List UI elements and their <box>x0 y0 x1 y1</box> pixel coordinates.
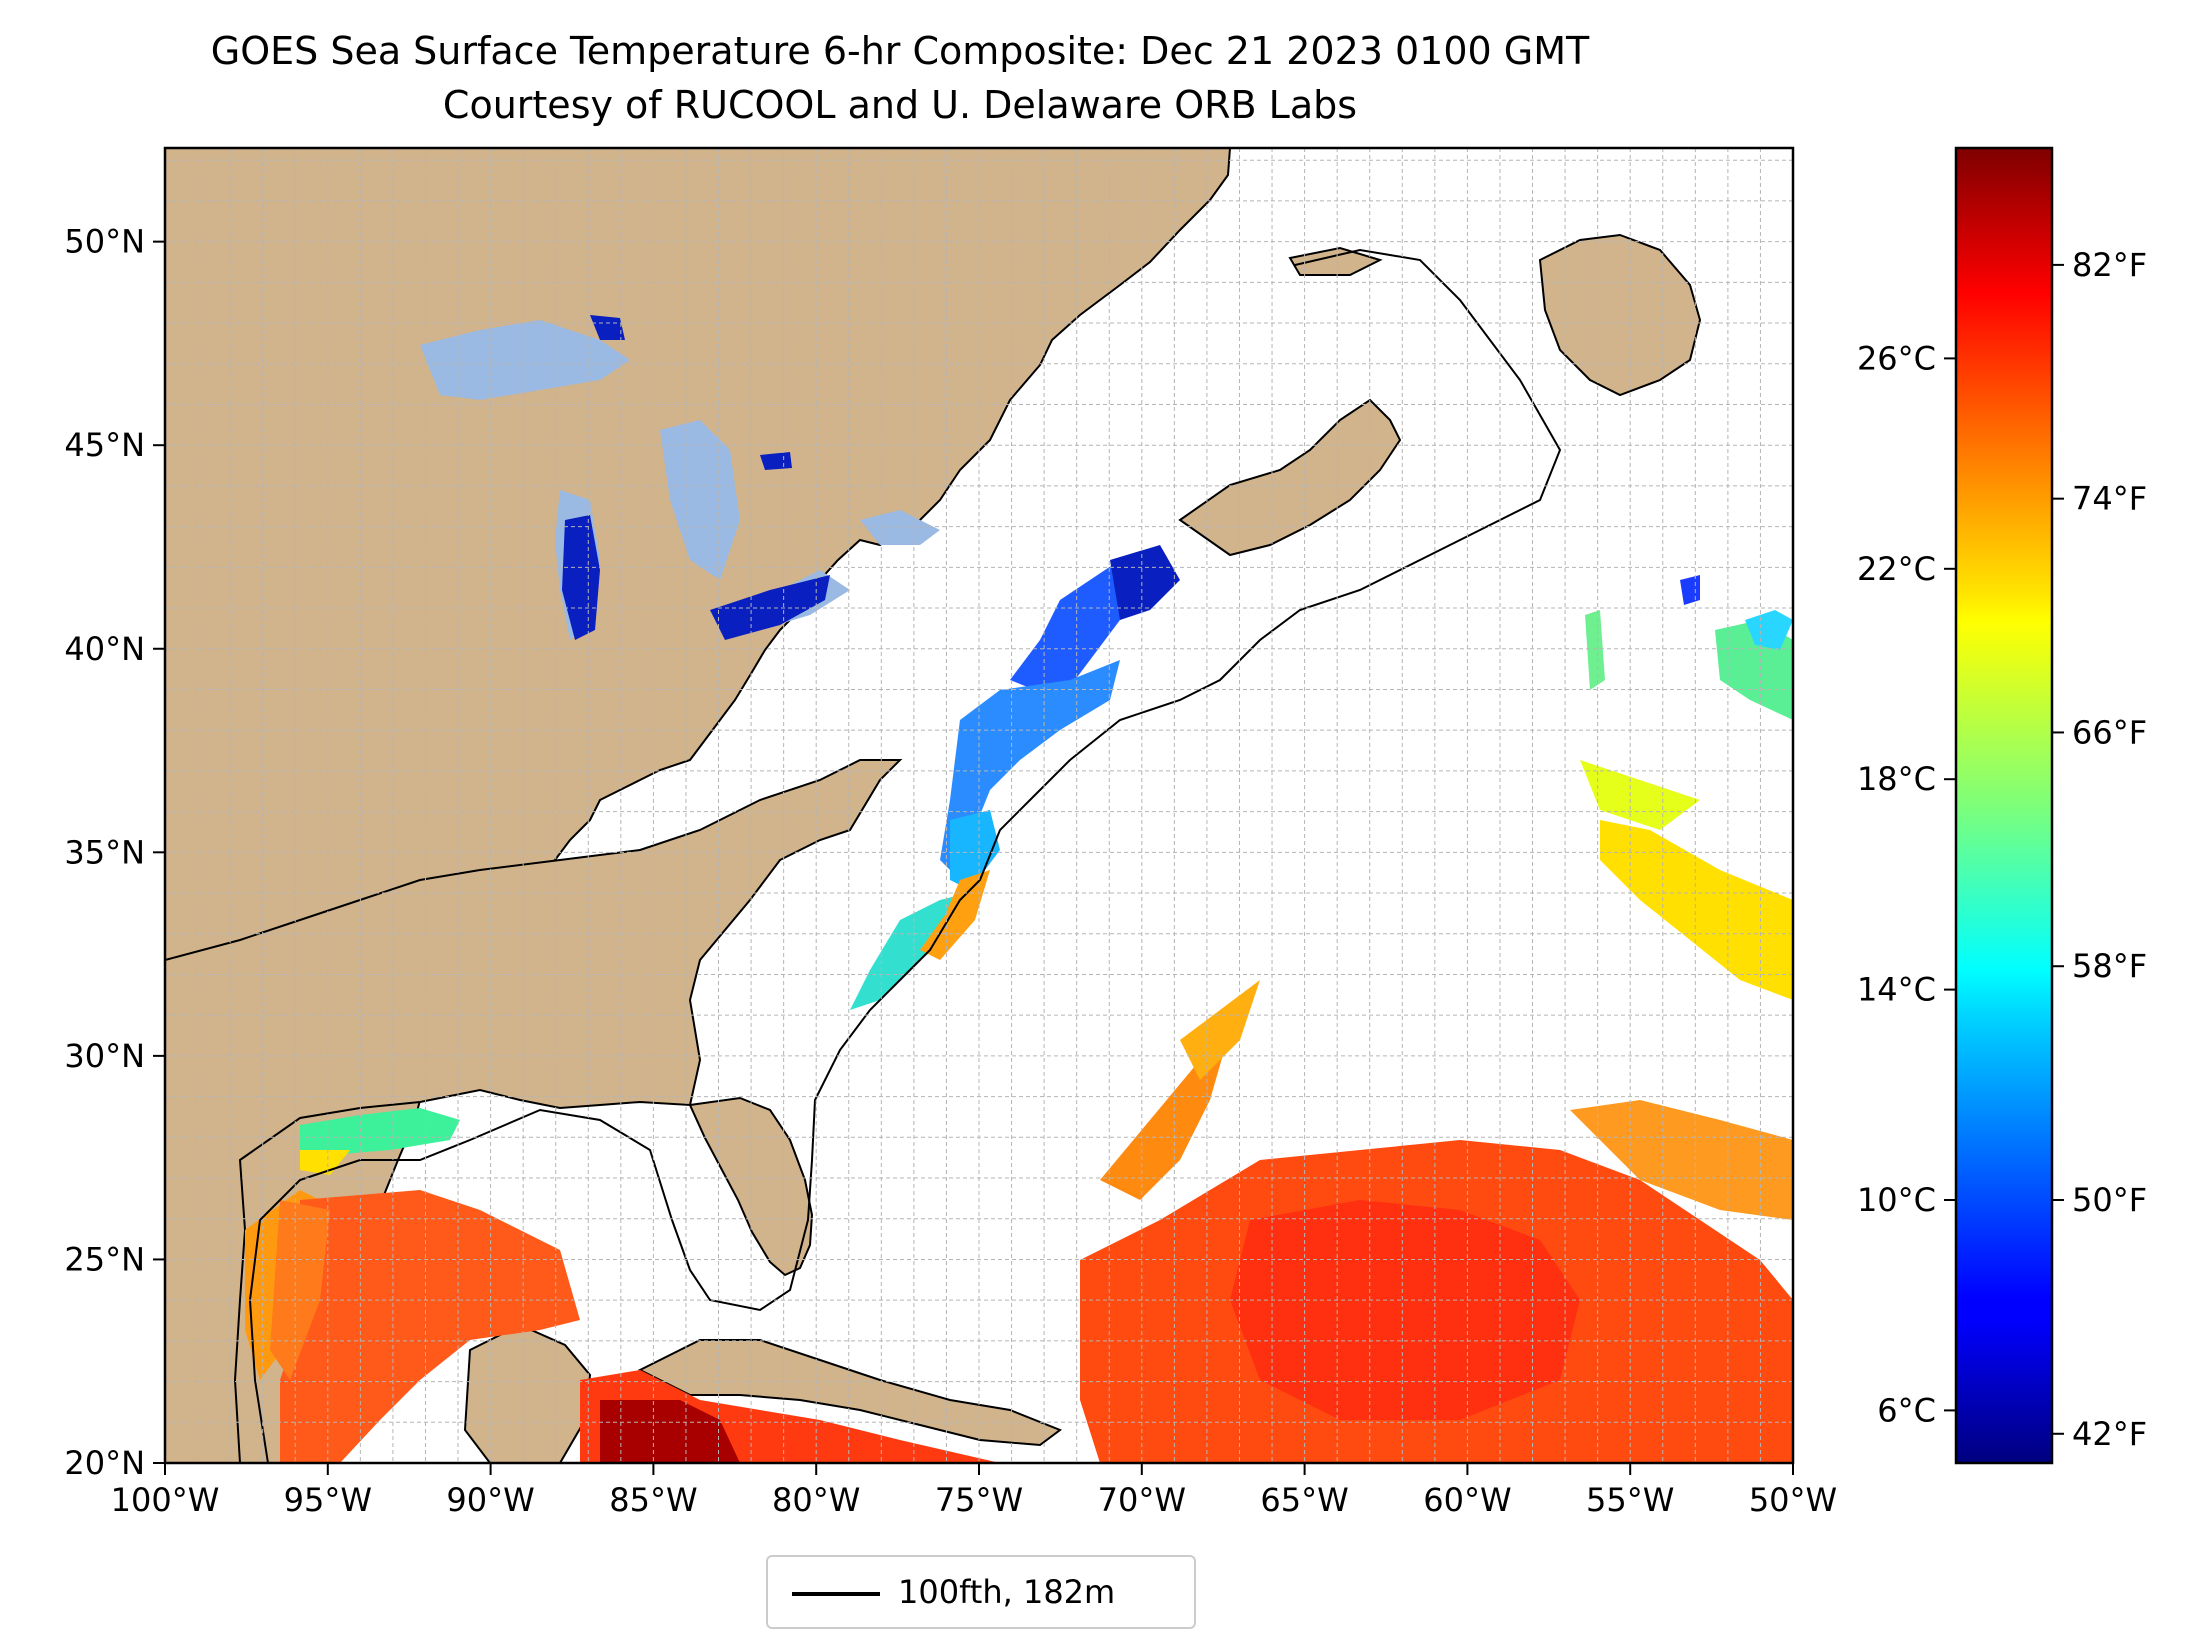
map-title: GOES Sea Surface Temperature 6-hr Compos… <box>210 29 1590 73</box>
colorbar-celsius-label: 18°C <box>1857 760 1936 798</box>
colorbar-fahrenheit-label: 42°F <box>2072 1415 2147 1453</box>
colorbar-celsius-axis: 6°C 10°C 14°C 18°C 22°C 26°C <box>1857 339 1956 1429</box>
lat-tick-label: 40°N <box>64 630 145 668</box>
colorbar-celsius-label: 6°C <box>1877 1391 1936 1429</box>
land-north-america <box>165 148 1232 1463</box>
grid-minor <box>165 148 1793 1463</box>
legend-label: 100fth, 182m <box>898 1573 1116 1611</box>
colorbar-fahrenheit-axis: 42°F 50°F 58°F 66°F 74°F 82°F <box>2052 246 2147 1453</box>
lat-tick-label: 25°N <box>64 1240 145 1278</box>
colorbar-celsius-label: 22°C <box>1857 550 1936 588</box>
lat-tick-label: 45°N <box>64 426 145 464</box>
sst-gulf <box>270 1190 1000 1463</box>
colorbar-celsius-label: 14°C <box>1857 971 1936 1009</box>
colorbar-celsius-label: 26°C <box>1857 339 1936 377</box>
longitude-axis: 100°W 95°W 90°W 85°W 80°W 75°W 70°W 65°W 60°W 55°… <box>111 1463 1837 1519</box>
lat-tick-label: 50°N <box>64 223 145 261</box>
land-newfoundland <box>1538 233 1702 397</box>
colorbar-celsius-label: 10°C <box>1857 1181 1936 1219</box>
colorbar-fahrenheit-label: 58°F <box>2072 947 2147 985</box>
lon-tick-label: 65°W <box>1260 1481 1348 1519</box>
colorbar-fahrenheit-label: 66°F <box>2072 713 2147 751</box>
lon-tick-label: 75°W <box>935 1481 1023 1519</box>
lon-tick-label: 100°W <box>111 1481 220 1519</box>
colorbar-fahrenheit-label: 50°F <box>2072 1181 2147 1219</box>
lon-tick-label: 60°W <box>1423 1481 1511 1519</box>
lon-tick-label: 80°W <box>772 1481 860 1519</box>
map-subtitle: Courtesy of RUCOOL and U. Delaware ORB L… <box>442 83 1358 127</box>
legend: 100fth, 182m <box>766 1555 1196 1629</box>
lon-tick-label: 90°W <box>446 1481 534 1519</box>
contour-100fth <box>248 248 1562 1463</box>
lon-tick-label: 95°W <box>284 1481 372 1519</box>
latitude-axis: 20°N 25°N 30°N 35°N 40°N 45°N 50°N <box>64 223 165 1482</box>
colorbar-fahrenheit-label: 74°F <box>2072 480 2147 518</box>
lat-tick-label: 30°N <box>64 1037 145 1075</box>
lon-tick-label: 85°W <box>609 1481 697 1519</box>
land-maritimes <box>1178 398 1402 557</box>
lon-tick-label: 70°W <box>1098 1481 1186 1519</box>
legend-line-swatch <box>792 1592 880 1596</box>
colorbar-fahrenheit-label: 82°F <box>2072 246 2147 284</box>
land-gulf-coast <box>165 759 903 1463</box>
map-layers <box>165 148 1793 1463</box>
lon-tick-label: 55°W <box>1586 1481 1674 1519</box>
sst-atlantic <box>1080 575 1793 1463</box>
colorbar <box>1954 146 2054 1465</box>
land-cuba <box>637 1339 1063 1447</box>
lat-tick-label: 35°N <box>64 833 145 871</box>
land-anticosti <box>1288 246 1383 276</box>
lon-tick-label: 50°W <box>1749 1481 1837 1519</box>
lat-tick-label: 20°N <box>64 1444 145 1482</box>
